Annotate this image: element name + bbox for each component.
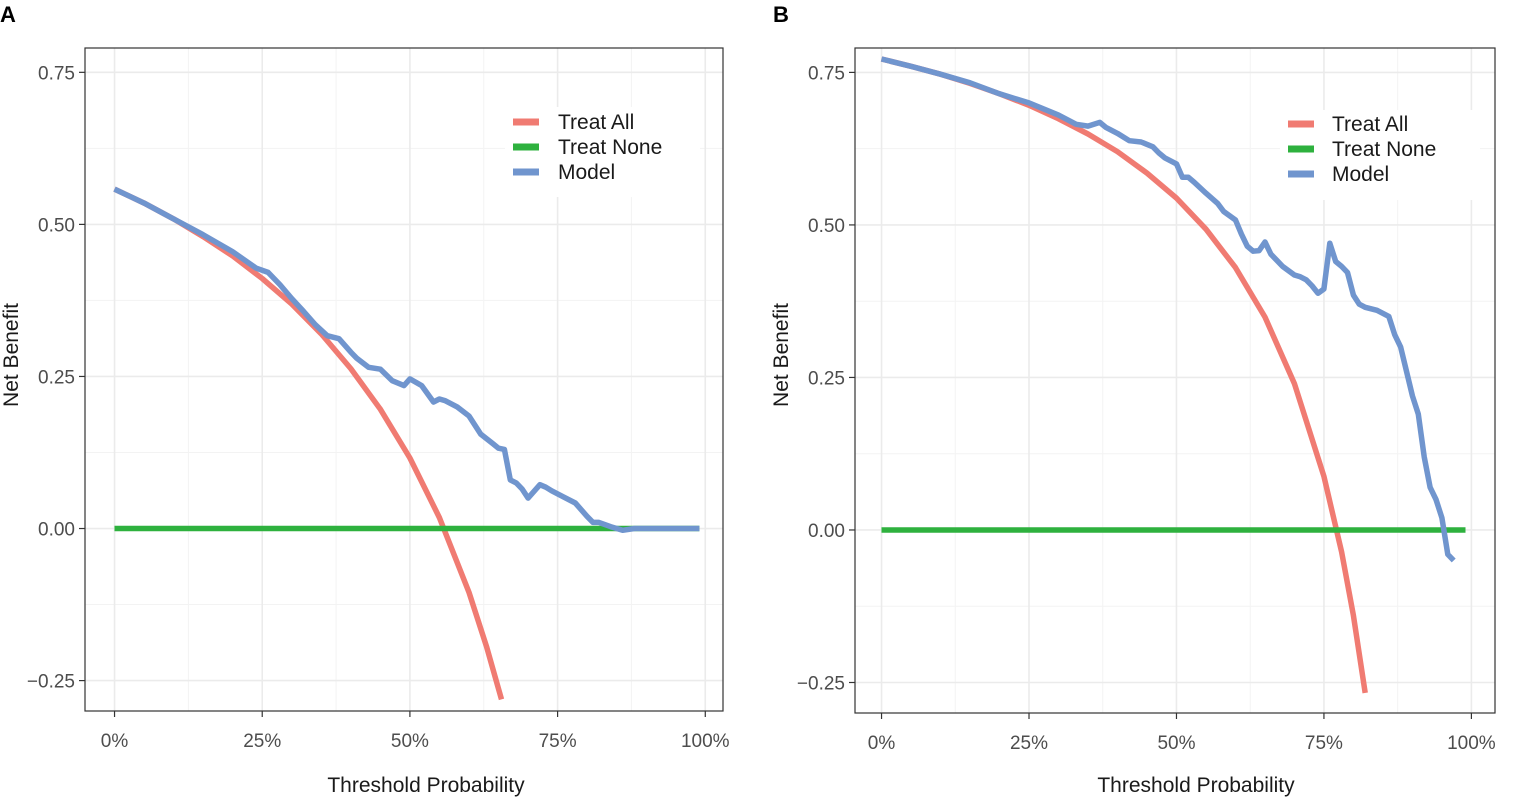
panel-a-x-tick-label: 100%: [681, 731, 730, 752]
panel-a-series-treat-all: [113, 186, 505, 701]
panel-b-x-tick-label: 75%: [1305, 733, 1343, 754]
panel-b-y-axis-title: Net Benefit: [770, 303, 793, 407]
panel-b-x-tick-label: 25%: [1010, 733, 1048, 754]
panel-b-y-tick-label: 0.25: [808, 368, 845, 389]
panel-a-y-axis: −0.25 0.00 0.25 0.50 0.75: [27, 63, 85, 693]
panel-a-x-tick-label: 75%: [539, 731, 577, 752]
panel-a: A −0.250.000.250.500.75 0% 25% 50% 75% 100% …: [0, 2, 730, 797]
panel-a-letter: A: [0, 2, 16, 27]
panel-b-y-tick-label: 0.50: [808, 216, 845, 237]
panel-a-x-axis-title: Threshold Probability: [327, 774, 525, 797]
panel-a-y-tick-label: 0.75: [38, 63, 75, 84]
panel-a-legend: Treat All Treat None Model: [505, 107, 700, 197]
panel-a-border: [84, 47, 724, 712]
panel-a-x-tick-label: 25%: [243, 731, 281, 752]
panel-a-x-axis: 0% 25% 50% 75% 100%: [101, 711, 730, 752]
panel-a-series: [113, 186, 700, 701]
panel-b-plot-area: [880, 56, 1466, 694]
panel-b-y-axis: −0.25 0.00 0.25 0.50 0.75: [797, 63, 855, 694]
panel-a-y-tick-label: 0.00: [38, 520, 75, 541]
panel-b-legend-label-treat-all: Treat All: [1332, 113, 1408, 136]
panel-a-series-model: [113, 186, 700, 534]
panel-b-legend: Treat All Treat None Model: [1280, 110, 1480, 200]
panel-a-y-axis-title: Net Benefit: [0, 303, 23, 407]
panel-b-legend-label-treat-none: Treat None: [1332, 138, 1436, 161]
panel-b-letter: B: [773, 2, 789, 27]
panel-a-x-tick-label: 0%: [101, 731, 129, 752]
panel-b-x-tick-label: 50%: [1157, 733, 1195, 754]
panel-b-legend-label-model: Model: [1332, 163, 1389, 186]
panel-a-plot-area: [113, 186, 700, 701]
panel-a-y-tick-label: −0.25: [27, 672, 75, 693]
panel-a-y-tick-label: 0.25: [38, 367, 75, 388]
panel-b-x-tick-label: 100%: [1447, 733, 1496, 754]
panel-a-y-tick-label: 0.50: [38, 215, 75, 236]
panel-b-x-tick-label: 0%: [868, 733, 896, 754]
panel-b: B −0.250.000.250.500.75 0% 25% 50% 75% 100% …: [770, 2, 1496, 797]
panel-b-x-axis: 0% 25% 50% 75% 100%: [868, 713, 1496, 754]
panel-b-y-tick-label: −0.25: [797, 673, 845, 694]
panel-b-y-tick-label: 0.75: [808, 63, 845, 84]
panel-a-legend-label-treat-all: Treat All: [558, 111, 634, 134]
panel-b-border: [854, 47, 1496, 714]
panel-b-x-axis-title: Threshold Probability: [1097, 774, 1295, 797]
panel-b-series-model: [880, 56, 1456, 563]
panel-a-legend-label-treat-none: Treat None: [558, 136, 662, 159]
panel-a-x-tick-label: 50%: [391, 731, 429, 752]
panel-a-legend-label-model: Model: [558, 161, 615, 184]
panel-b-series: [880, 56, 1466, 694]
panel-b-y-tick-label: 0.00: [808, 521, 845, 542]
